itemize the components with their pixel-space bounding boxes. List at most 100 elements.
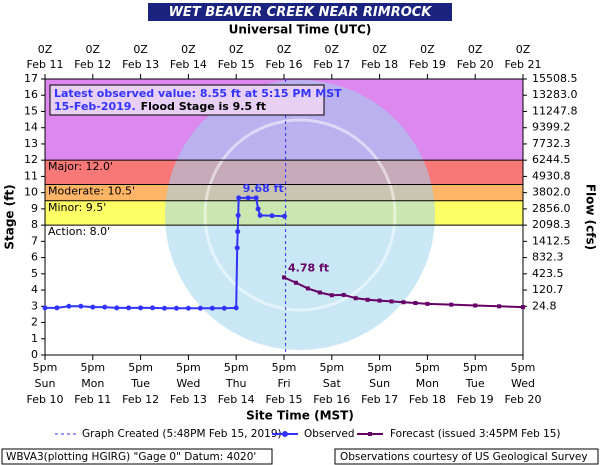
y-tick-label: 4 <box>31 283 38 296</box>
data-point <box>114 305 120 311</box>
y2-tick-label: 423.5 <box>532 267 564 280</box>
x2-tick-label: Feb 13 <box>122 58 159 71</box>
data-point <box>78 303 84 309</box>
data-point <box>497 304 502 309</box>
y2-tick-label: 13283.0 <box>532 88 578 101</box>
x2-tick-label: Feb 15 <box>218 58 255 71</box>
x2-tick-label: Feb 21 <box>505 58 542 71</box>
data-point <box>293 280 298 285</box>
data-point <box>221 305 227 311</box>
footer-right: Observations courtesy of US Geological S… <box>340 451 588 463</box>
x-tick-label: 5pm <box>511 361 536 374</box>
y-tick-label: 8 <box>31 218 38 231</box>
x-tick-label: 5pm <box>319 361 344 374</box>
data-point <box>235 229 241 235</box>
x-tick-label: Feb 20 <box>505 393 542 406</box>
data-point <box>173 305 179 311</box>
y2-tick-label: 15508.5 <box>532 72 578 85</box>
data-point <box>317 290 322 295</box>
y2-axis-title: Flow (cfs) <box>584 184 598 250</box>
y-tick-label: 16 <box>24 88 38 101</box>
x2-tick-label: Feb 20 <box>457 58 494 71</box>
x-tick-label: 5pm <box>176 361 201 374</box>
legend-marker <box>368 432 372 436</box>
x2-tick-label: Feb 18 <box>361 58 398 71</box>
data-point <box>162 305 167 311</box>
x-tick-label: Sat <box>323 377 342 390</box>
y2-tick-label: 832.3 <box>532 251 564 264</box>
y-axis-title: Stage (ft) <box>3 184 17 249</box>
x2-tick-label: 0Z <box>372 43 387 56</box>
x-tick-label: Feb 19 <box>457 393 494 406</box>
x-tick-label: Sun <box>369 377 390 390</box>
x-tick-label: Feb 16 <box>313 393 350 406</box>
data-point <box>473 303 478 308</box>
x2-tick-label: Feb 17 <box>313 58 350 71</box>
x2-tick-label: 0Z <box>325 43 340 56</box>
x2-tick-label: Feb 12 <box>74 58 111 71</box>
y-tick-label: 12 <box>24 153 38 166</box>
data-point <box>449 302 454 307</box>
data-point <box>253 195 259 201</box>
data-point <box>233 305 239 311</box>
data-point <box>235 212 241 218</box>
data-point <box>197 305 203 311</box>
x2-tick-label: 0Z <box>86 43 101 56</box>
latest-line: Latest observed value: 8.55 ft at 5:15 P… <box>54 87 342 100</box>
y2-tick-label: 2098.3 <box>532 218 571 231</box>
x-tick-label: Wed <box>511 377 535 390</box>
data-point <box>102 304 108 310</box>
x2-tick-label: 0Z <box>277 43 292 56</box>
y-tick-label: 3 <box>31 299 38 312</box>
legend-marker <box>282 431 288 437</box>
y-tick-label: 7 <box>31 234 38 247</box>
watermark <box>203 118 397 312</box>
x2-tick-label: 0Z <box>516 43 531 56</box>
data-point <box>90 304 96 310</box>
legend-label: Graph Created (5:48PM Feb 15, 2019) <box>82 428 282 440</box>
y-tick-label: 10 <box>24 186 38 199</box>
y-tick-label: 2 <box>31 316 38 329</box>
x-tick-label: Mon <box>416 377 439 390</box>
x-tick-label: Feb 13 <box>170 393 207 406</box>
y2-tick-label: 11247.8 <box>532 104 578 117</box>
x2-tick-label: 0Z <box>229 43 244 56</box>
x-tick-label: Feb 12 <box>122 393 159 406</box>
data-point <box>425 301 430 306</box>
data-point <box>209 305 215 311</box>
data-point <box>245 195 251 201</box>
x2-tick-label: 0Z <box>468 43 483 56</box>
annotation: 9.68 ft <box>243 182 284 195</box>
x-tick-label: Mon <box>81 377 104 390</box>
x-tick-label: Tue <box>465 377 485 390</box>
y2-tick-label: 7732.3 <box>532 137 571 150</box>
data-point <box>413 301 418 306</box>
chart-title: WET BEAVER CREEK NEAR RIMROCK <box>169 5 433 20</box>
data-point <box>401 300 406 305</box>
x2-tick-label: Feb 16 <box>266 58 303 71</box>
x2-tick-label: Feb 14 <box>170 58 207 71</box>
threshold-label: Minor: 9.5' <box>48 201 106 214</box>
x-tick-label: 5pm <box>367 361 392 374</box>
data-point <box>305 286 310 291</box>
data-point <box>257 212 263 218</box>
latest-date: 15-Feb-2019. <box>54 100 136 113</box>
title-bar <box>148 3 452 21</box>
y-tick-label: 0 <box>31 348 38 361</box>
x2-tick-label: Feb 19 <box>409 58 446 71</box>
x-tick-label: 5pm <box>80 361 105 374</box>
data-point <box>236 195 242 201</box>
x-tick-label: Feb 15 <box>266 393 303 406</box>
x-tick-label: Feb 17 <box>361 393 398 406</box>
x-tick-label: 5pm <box>33 361 58 374</box>
data-point <box>185 305 191 311</box>
data-point <box>269 213 275 219</box>
x-tick-label: Wed <box>176 377 200 390</box>
data-point <box>150 305 156 311</box>
legend-label: Observed <box>304 428 355 440</box>
data-point <box>341 292 346 297</box>
y2-tick-label: 3802.0 <box>532 186 571 199</box>
x2-tick-label: 0Z <box>181 43 196 56</box>
threshold-label: Action: 8.0' <box>48 225 110 238</box>
data-point <box>42 305 48 311</box>
